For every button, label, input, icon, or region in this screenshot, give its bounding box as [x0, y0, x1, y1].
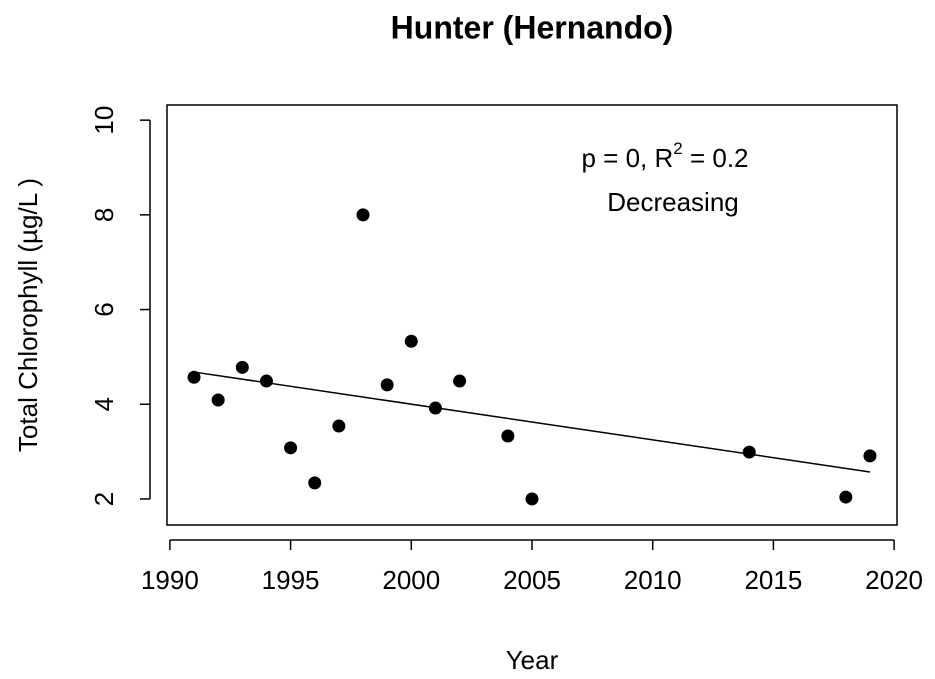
data-point [211, 393, 225, 407]
data-point [839, 490, 853, 504]
data-point [187, 370, 201, 384]
x-tick-label: 1990 [141, 565, 199, 595]
data-point [863, 449, 877, 463]
annotation-superscript: 2 [673, 139, 682, 158]
data-point [525, 492, 539, 506]
x-tick-label: 2010 [624, 565, 682, 595]
plot-frame [166, 104, 898, 526]
data-point [356, 208, 370, 222]
annotation: p = 0, R2 = 0.2 [581, 139, 748, 172]
data-point [332, 419, 346, 433]
data-point [308, 476, 322, 490]
data-point [259, 374, 273, 388]
trend-label: Decreasing [607, 187, 739, 217]
x-tick-label: 2020 [865, 565, 923, 595]
data-point [501, 429, 515, 443]
data-point [453, 374, 467, 388]
data-point [742, 445, 756, 459]
data-point [235, 360, 249, 374]
data-point [404, 334, 418, 348]
y-tick-label: 8 [89, 208, 119, 222]
y-axis-label: Total Chlorophyll (µg/L ) [13, 178, 43, 452]
annotation-text: p = 0, R [581, 143, 673, 173]
y-tick-label: 10 [89, 106, 119, 135]
x-tick-label: 2015 [744, 565, 802, 595]
x-tick-label: 2000 [382, 565, 440, 595]
chart-title: Hunter (Hernando) [391, 9, 674, 45]
data-point [380, 378, 394, 392]
annotation-suffix: = 0.2 [683, 143, 749, 173]
y-tick-label: 2 [89, 492, 119, 506]
data-point [284, 441, 298, 455]
x-tick-label: 1995 [262, 565, 320, 595]
x-tick-label: 2005 [503, 565, 561, 595]
y-tick-label: 4 [89, 397, 119, 411]
trend-line [193, 371, 871, 473]
x-axis-label: Year [506, 645, 559, 675]
y-tick-label: 6 [89, 302, 119, 316]
